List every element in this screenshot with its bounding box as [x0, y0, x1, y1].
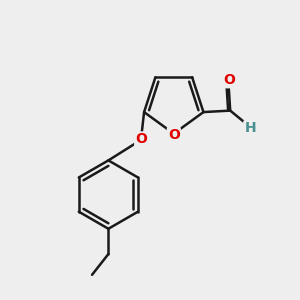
Text: H: H: [244, 122, 256, 135]
Text: O: O: [223, 73, 235, 87]
Text: O: O: [135, 132, 147, 146]
Text: O: O: [168, 128, 180, 142]
